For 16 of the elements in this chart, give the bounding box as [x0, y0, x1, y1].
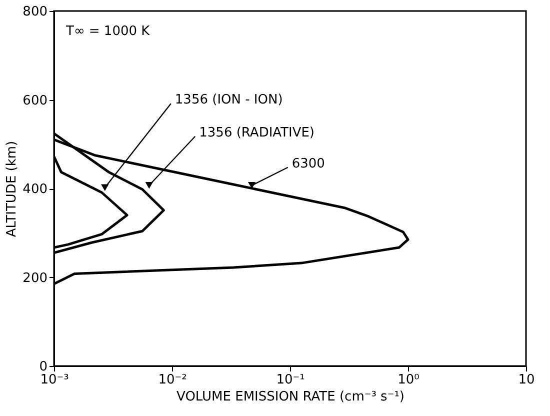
y-tick-label: 200: [22, 270, 48, 286]
x-tick-label: 10⁻¹: [276, 372, 305, 388]
x-tick-label: 10⁰: [398, 372, 420, 388]
y-tick-label: 0: [39, 360, 48, 374]
annotation: 6300: [292, 156, 325, 172]
x-axis-title: VOLUME EMISSION RATE (cm⁻³ s⁻¹): [176, 390, 404, 404]
y-tick-label: 600: [22, 93, 48, 108]
annotation: 1356 (RADIATIVE): [199, 125, 315, 140]
annotation: 1356 (ION - ION): [174, 92, 283, 108]
x-tick-label: 10⁻²: [158, 372, 187, 388]
annotation: T∞ = 1000 K: [65, 24, 150, 39]
y-tick-label: 400: [22, 182, 48, 197]
y-tick-label: 800: [22, 4, 48, 20]
x-tick-label: 10⁻³: [40, 372, 69, 388]
y-axis-title: ALTITUDE (km): [4, 140, 20, 238]
x-tick-label: 10: [518, 372, 535, 388]
